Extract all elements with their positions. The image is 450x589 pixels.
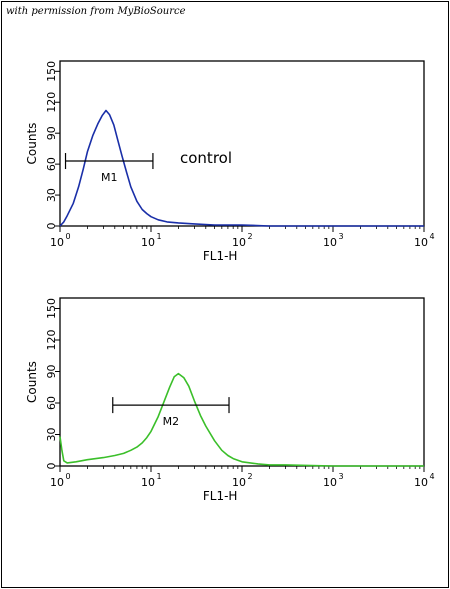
- panel-1-x-tick-label: 10: [232, 236, 246, 249]
- panel-1-x-tick-exponent: 1: [156, 232, 161, 241]
- panel-1-y-axis-label: Counts: [25, 123, 39, 165]
- panel-2-x-tick-label: 10: [232, 476, 246, 489]
- panel-1-marker-label: M1: [101, 171, 118, 184]
- panel-2-x-tick-label: 10: [50, 476, 64, 489]
- panel-2-plot-frame: [59, 297, 425, 467]
- panel-2-x-tick-exponent: 1: [156, 472, 161, 481]
- panel-2-y-tick-label: 60: [45, 396, 58, 410]
- panel-1-x-tick-label: 10: [50, 236, 64, 249]
- panel-2-x-tick-exponent: 3: [338, 472, 343, 481]
- panel-2-y-tick-label: 150: [45, 298, 58, 319]
- panel-1-y-tick-label: 60: [45, 157, 58, 171]
- panel-1-x-tick-label: 10: [141, 236, 155, 249]
- panel-2-y-tick-label: 30: [45, 428, 58, 442]
- panel-2-y-tick-label: 120: [45, 330, 58, 351]
- panel-1-x-axis-label: FL1-H: [203, 249, 238, 263]
- panel-2-x-tick-label: 10: [323, 476, 337, 489]
- panel-2-y-axis-label: Counts: [25, 361, 39, 403]
- panel-2-y-tick-label: 90: [45, 365, 58, 379]
- panel-1-plot-frame: [59, 60, 425, 227]
- panel-2-x-tick-exponent: 0: [65, 472, 70, 481]
- panel-1-x-tick-label: 10: [323, 236, 337, 249]
- panel-1-annotation: control: [180, 149, 232, 167]
- panel-1-x-tick-exponent: 0: [65, 232, 70, 241]
- panel-2-x-axis-label: FL1-H: [203, 489, 238, 503]
- panel-1-x-tick-exponent: 4: [429, 232, 434, 241]
- panel-1-y-tick-label: 30: [45, 188, 58, 202]
- panel-1-x-tick-label: 10: [414, 236, 428, 249]
- panel-2-x-tick-exponent: 2: [247, 472, 252, 481]
- credit-text: with permission from MyBioSource: [6, 6, 186, 17]
- panel-2-x-tick-label: 10: [414, 476, 428, 489]
- panel-2-histogram-curve: [59, 372, 424, 467]
- panel-2-marker-label: M2: [163, 415, 180, 428]
- panel-1-x-tick-exponent: 3: [338, 232, 343, 241]
- panel-1-y-tick-label: 120: [45, 92, 58, 113]
- panel-1-y-tick-label: 90: [45, 126, 58, 140]
- panel-1-y-tick-label: 150: [45, 61, 58, 82]
- panel-2-x-tick-exponent: 4: [429, 472, 434, 481]
- panel-1-histogram-curve: [59, 109, 424, 227]
- panel-2-x-tick-label: 10: [141, 476, 155, 489]
- panel-1-y-tick-label: 0: [45, 223, 58, 230]
- panel-2-y-tick-label: 0: [45, 463, 58, 470]
- panel-1-x-tick-exponent: 2: [247, 232, 252, 241]
